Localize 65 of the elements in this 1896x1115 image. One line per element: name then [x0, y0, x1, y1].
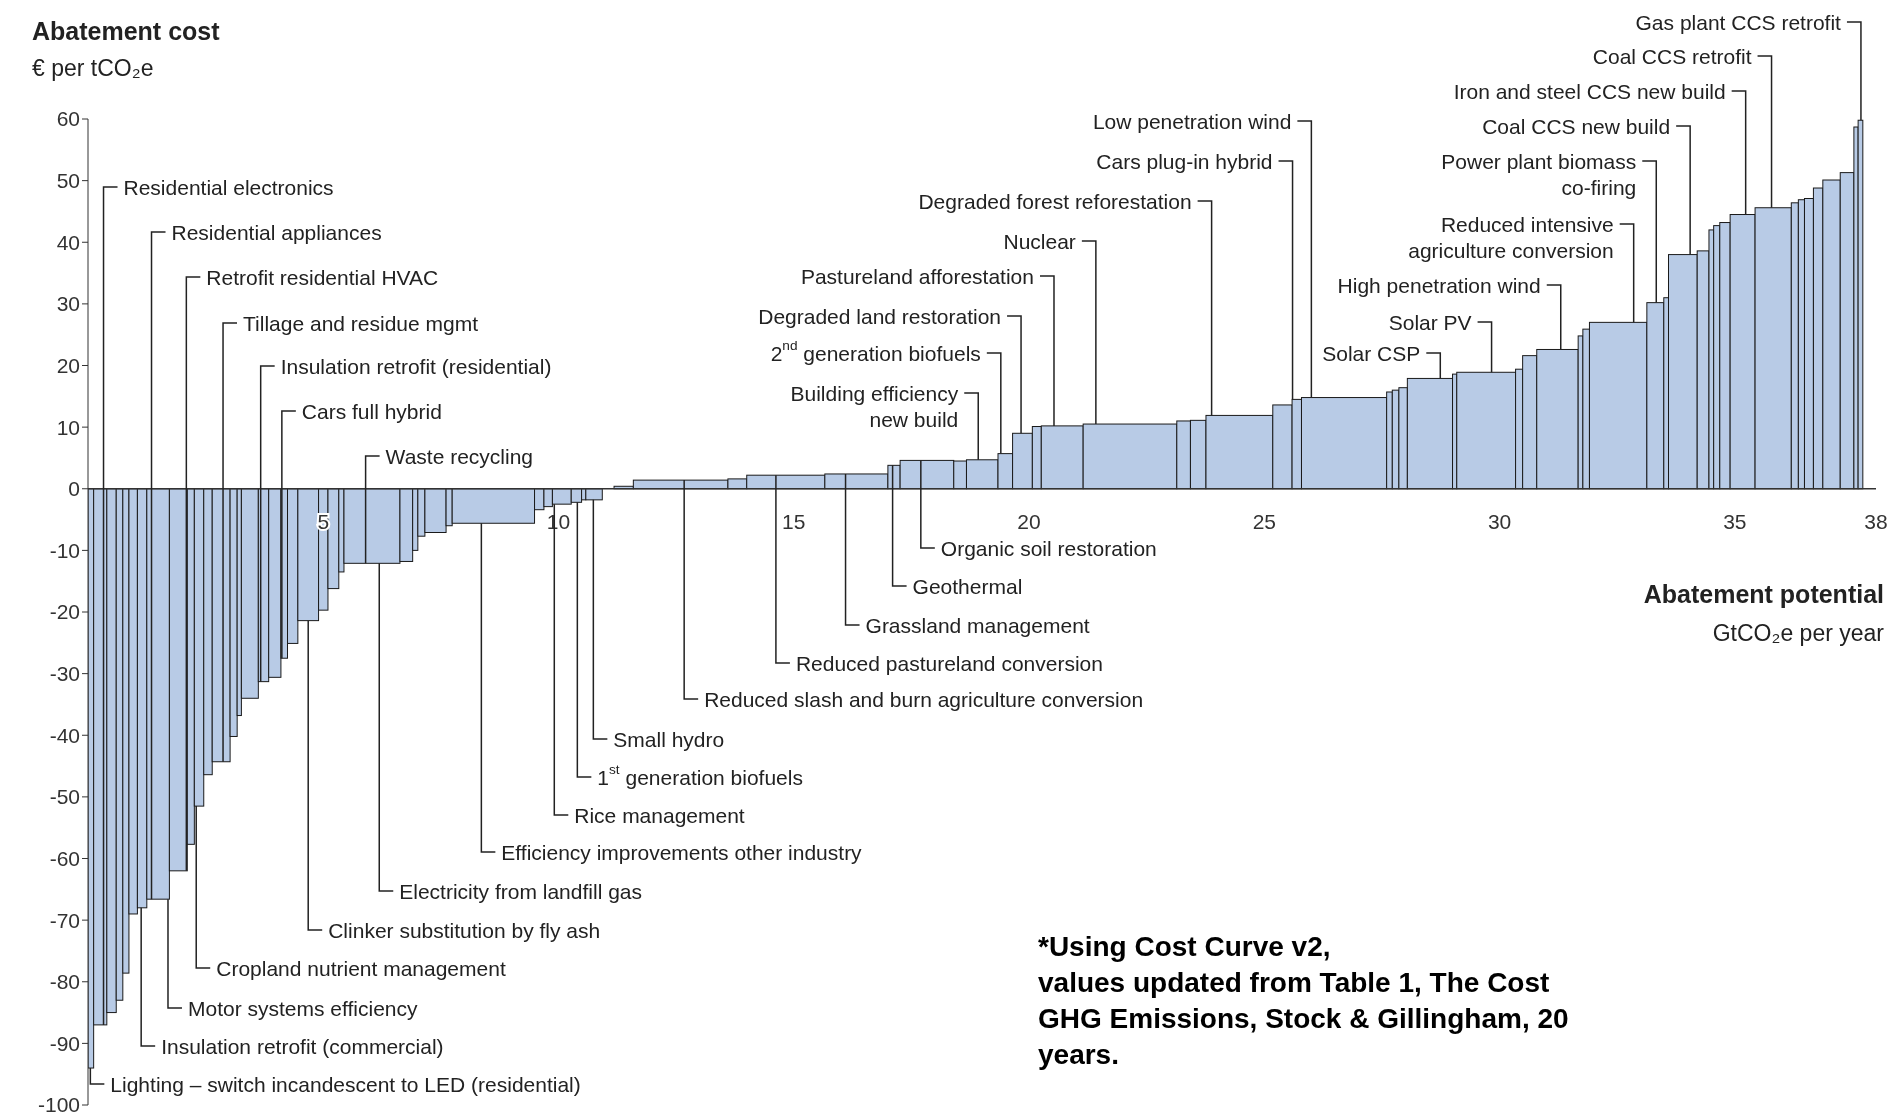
annotation: Rice management	[574, 803, 745, 827]
annotation: Degraded forest reforestation	[918, 189, 1192, 213]
annotation: Iron and steel CCS new build	[1453, 79, 1726, 103]
x-tick-label: 15	[782, 509, 806, 533]
annotation: Geothermal	[912, 574, 1023, 598]
annotation: Residential electronics	[123, 175, 334, 199]
annotation: Cars full hybrid	[301, 399, 442, 423]
y-tick-label: -90	[49, 1031, 80, 1055]
annotation: 2$^{nd}$ generation biofuels	[770, 338, 981, 365]
annotation: Organic soil restoration	[940, 536, 1157, 560]
x-axis-title: Abatement potential GtCO₂e per year	[1643, 580, 1885, 646]
annotation: Pastureland afforestation	[800, 264, 1034, 288]
x-tick-label: 20	[1017, 509, 1041, 533]
annotation: Retrofit residential HVAC	[206, 265, 439, 289]
annotation: Lighting – switch incandescent to LED (residential)	[110, 1072, 581, 1096]
x-tick-label: 30	[1487, 509, 1512, 533]
annotation: Nuclear	[1003, 229, 1076, 253]
annotation: Solar PV	[1388, 310, 1472, 334]
y-tick-label: 40	[56, 230, 80, 254]
y-tick-label: 20	[56, 353, 80, 377]
annotation: Low penetration wind	[1092, 109, 1292, 133]
annotation: Small hydro	[613, 727, 725, 751]
y-tick-label: -30	[49, 662, 80, 686]
y-axis-title: Abatement cost € per tCO₂e	[32, 17, 221, 81]
y-tick-label: -100	[37, 1093, 80, 1115]
annotation: 1$^{st}$ generation biofuels	[597, 762, 803, 789]
x-tick-label: 38	[1864, 509, 1888, 533]
y-tick-label: -50	[49, 785, 80, 809]
annotation: Reduced slash and burn agriculture conversion	[704, 687, 1144, 711]
annotation: Cropland nutrient management	[216, 956, 506, 980]
annotation: Efficiency improvements other industry	[501, 840, 863, 864]
y-tick-label: 10	[56, 415, 80, 439]
y-tick-label: -60	[49, 846, 80, 870]
annotation: Coal CCS retrofit	[1592, 44, 1752, 68]
y-tick-label: 30	[56, 292, 80, 316]
annotation: Waste recycling	[385, 444, 534, 468]
annotation: Cars plug-in hybrid	[1096, 149, 1273, 173]
annotation: Tillage and residue mgmt	[243, 311, 479, 335]
annotation: Residential appliances	[171, 220, 382, 244]
y-tick-label: -20	[49, 600, 80, 624]
y-tick-label: -10	[49, 538, 80, 562]
annotation: Insulation retrofit (residential)	[280, 354, 552, 378]
y-tick-label: 0	[68, 477, 80, 501]
annotation: High penetration wind	[1337, 273, 1541, 297]
x-tick-label: 35	[1723, 509, 1747, 533]
y-tick-label: -70	[49, 908, 80, 932]
annotation: *Using Cost Curve v2, values updated from Table 1, The Cost GHG Emissions, Stock & Gillingham, 20 years.	[1038, 931, 1569, 1070]
annotation: Motor systems efficiency	[187, 996, 418, 1020]
annotation: Power plant biomass co-firing	[1441, 149, 1637, 199]
x-tick-label: 25	[1252, 509, 1276, 533]
annotation: Grassland management	[865, 613, 1090, 637]
y-tick-label: 50	[56, 169, 80, 193]
y-tick-label: -80	[49, 970, 80, 994]
annotation: Gas plant CCS retrofit	[1635, 10, 1842, 34]
annotation: Coal CCS new build	[1482, 114, 1671, 138]
annotation: Reduced intensive agriculture conversion	[1408, 212, 1614, 262]
annotation: Reduced pastureland conversion	[795, 651, 1103, 675]
annotation: Building efficiency new build	[790, 381, 959, 431]
annotation: Clinker substitution by fly ash	[328, 918, 601, 942]
annotation: Insulation retrofit (commercial)	[161, 1034, 444, 1058]
y-tick-label: -40	[49, 723, 80, 747]
annotation: Electricity from landfill gas	[399, 879, 643, 903]
annotation: Degraded land restoration	[758, 304, 1002, 328]
y-tick-label: 60	[56, 107, 80, 131]
annotation: Solar CSP	[1322, 341, 1421, 365]
